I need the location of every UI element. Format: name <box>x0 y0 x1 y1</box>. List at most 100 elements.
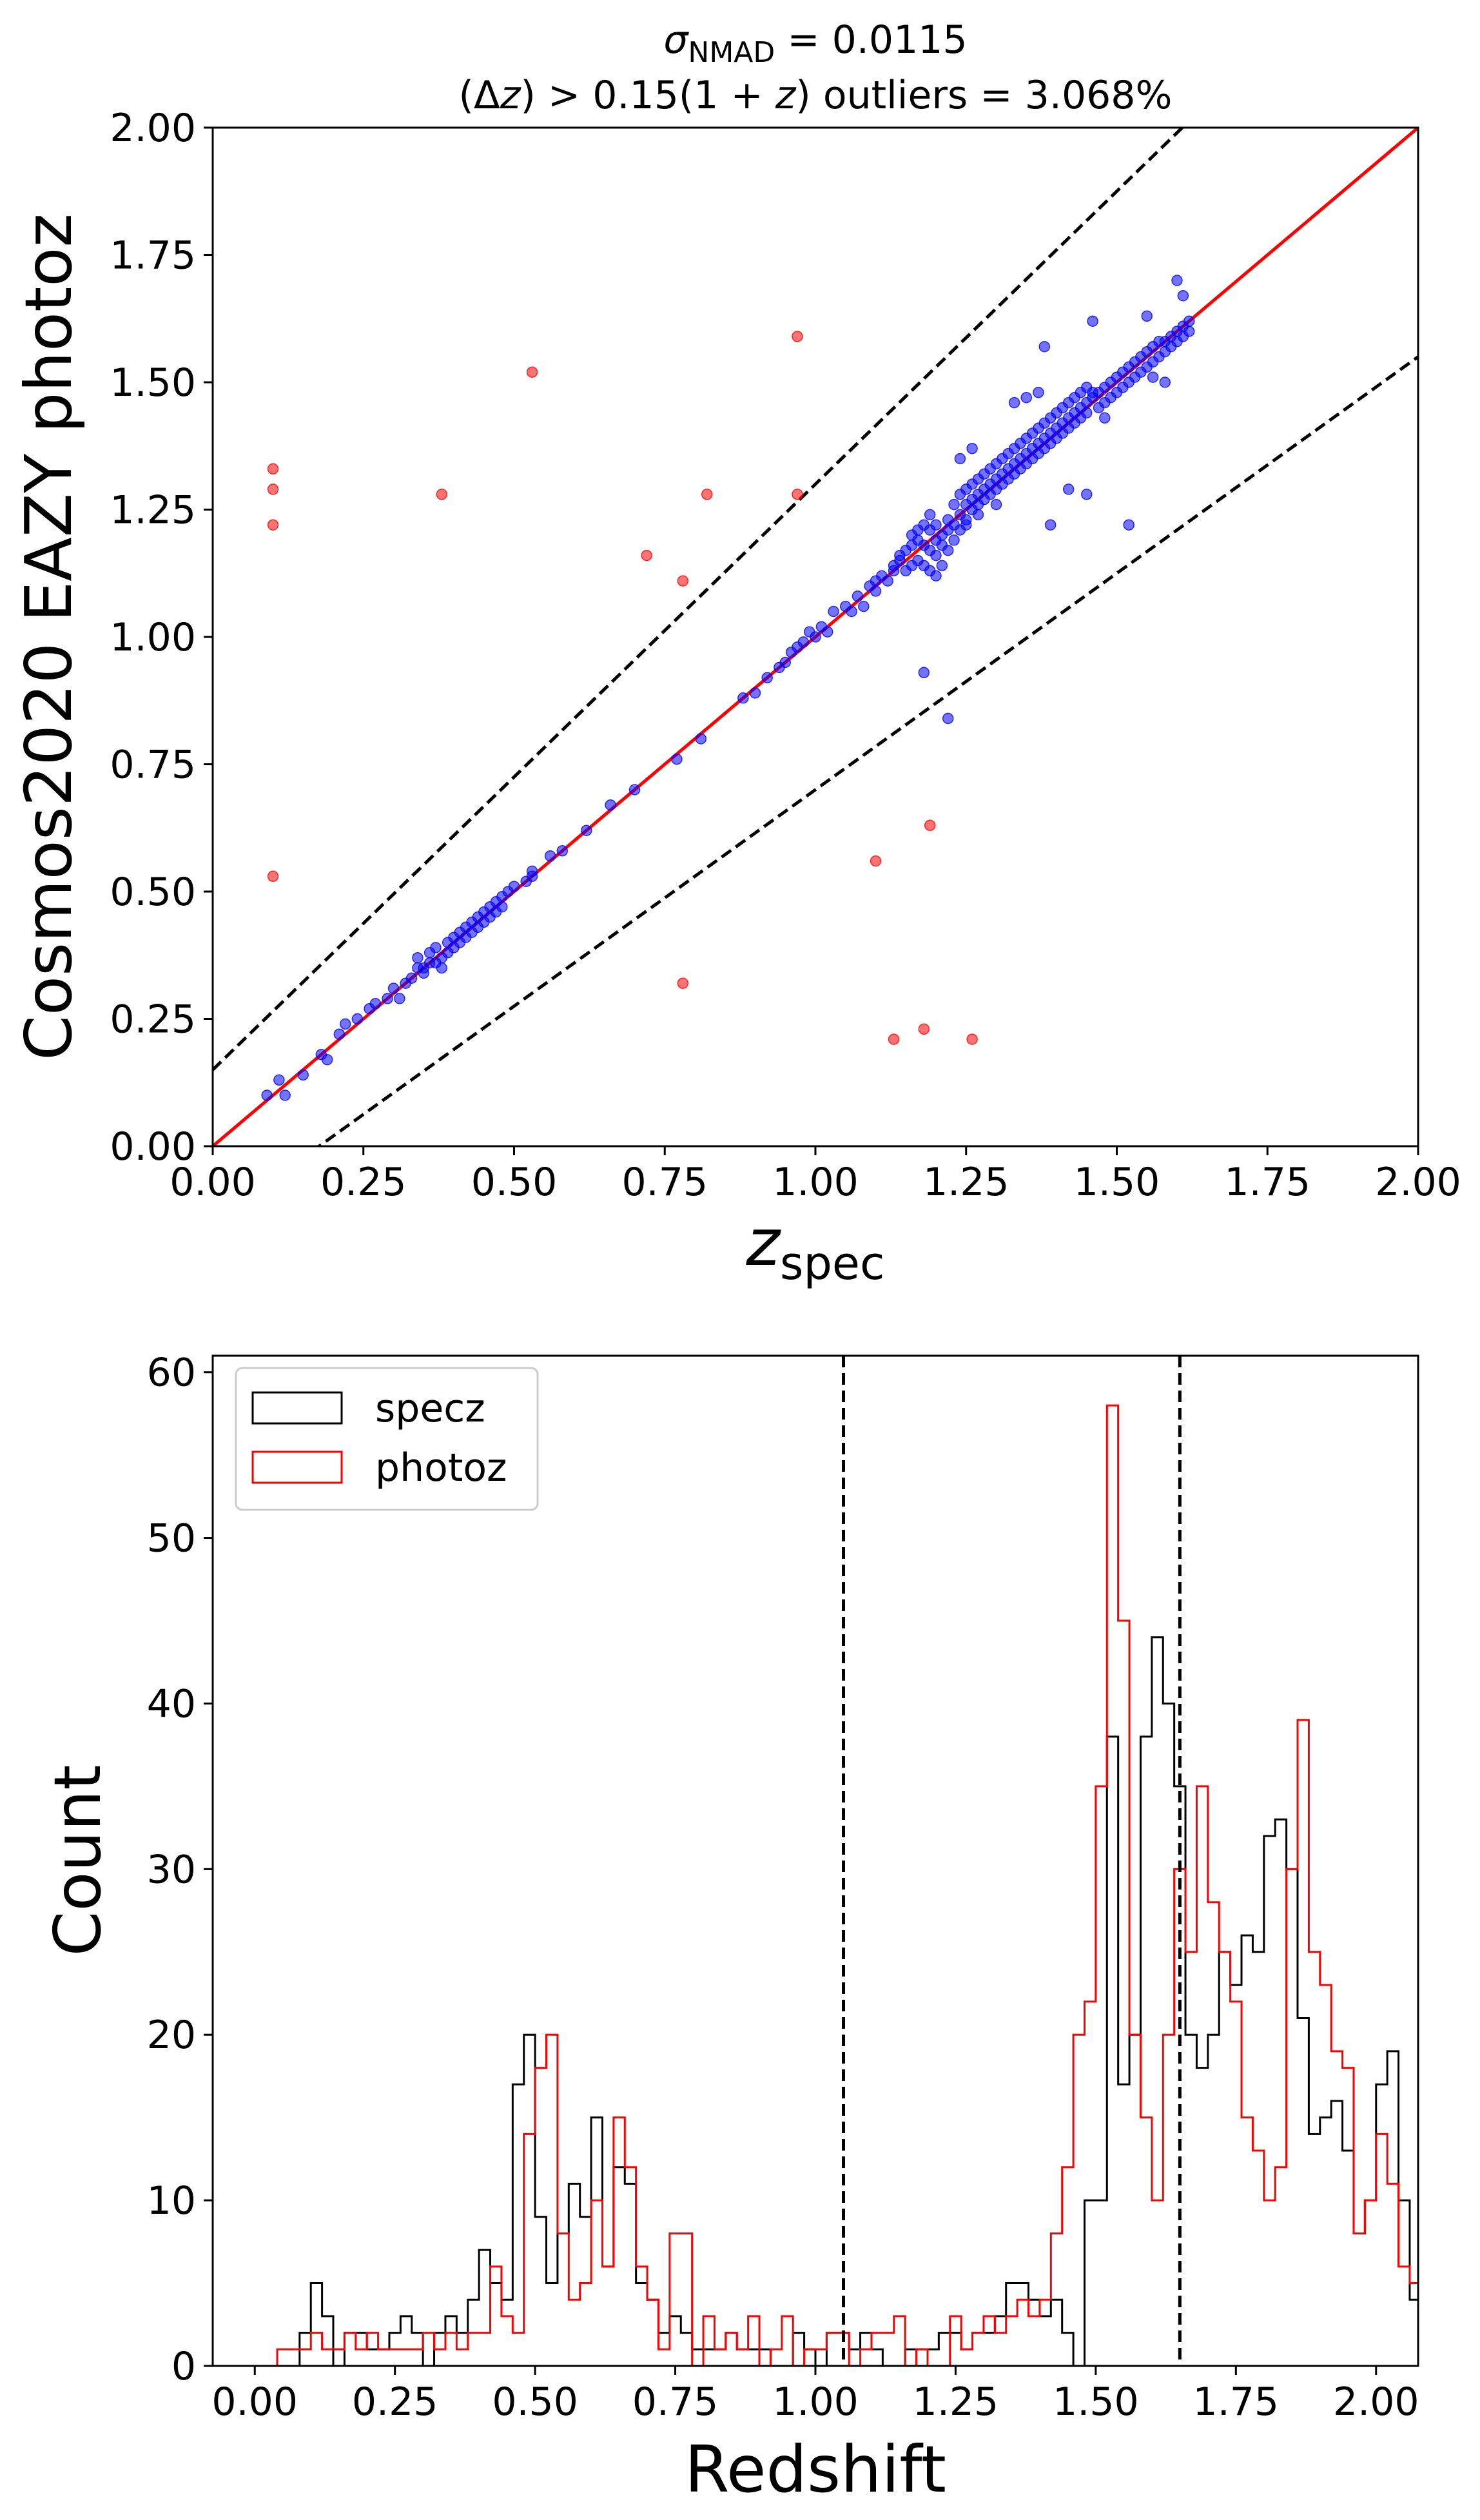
x-tick-label: 0.25 <box>352 2379 438 2425</box>
histogram-legend: specz photoz <box>235 1367 539 1511</box>
scatter-subtitle: (Δz) > 0.15(1 + z) outliers = 3.068% <box>459 73 1173 118</box>
scatter-point <box>436 962 448 974</box>
scatter-panel: σNMAD = 0.0115 (Δz) > 0.15(1 + z) outlie… <box>11 17 1461 1290</box>
scatter-point <box>1033 387 1044 398</box>
y-tick-label: 0.25 <box>110 997 196 1042</box>
scatter-point <box>526 870 538 883</box>
scatter-point <box>418 967 429 979</box>
x-tick-label: 0.50 <box>471 1160 558 1205</box>
x-tick-label: 0.00 <box>211 2379 298 2425</box>
scatter-point <box>948 498 960 511</box>
y-tick-label: 0 <box>171 2344 196 2389</box>
outlier-point <box>924 819 936 832</box>
x-tick-label: 2.00 <box>1333 2379 1419 2425</box>
outlier-point <box>792 331 803 342</box>
scatter-point <box>279 1089 291 1101</box>
histogram-y-ticks: 0 10 20 30 40 50 60 <box>147 1351 213 2389</box>
scatter-point <box>1044 519 1056 531</box>
scatter-x-label: zspec <box>746 1205 885 1290</box>
scatter-point <box>1087 315 1098 327</box>
scatter-point <box>508 881 520 892</box>
scatter-point <box>797 636 810 648</box>
scatter-point <box>297 1069 309 1081</box>
outlier-point <box>267 519 279 531</box>
x-tick-label: 1.75 <box>1193 2379 1280 2425</box>
outlier-point <box>526 366 538 378</box>
scatter-points <box>261 275 1195 1101</box>
scatter-point <box>369 998 382 1010</box>
scatter-point <box>1081 407 1093 419</box>
outlier-point <box>677 977 689 989</box>
scatter-point <box>930 570 942 581</box>
scatter-point <box>333 1028 346 1040</box>
scatter-point <box>1008 396 1020 409</box>
histogram-y-label: Count <box>40 1765 115 1957</box>
scatter-point <box>749 687 761 699</box>
outlier-point <box>701 489 713 500</box>
scatter-point <box>1141 310 1153 322</box>
scatter-point <box>394 993 405 1004</box>
scatter-point <box>351 1013 364 1025</box>
scatter-title: σNMAD = 0.0115 <box>663 17 967 69</box>
scatter-point <box>918 667 930 679</box>
scatter-point <box>412 952 424 964</box>
scatter-x-ticks: 0.00 0.25 0.50 0.75 1.00 1.25 1.50 1.75 2.00 <box>170 1146 1461 1205</box>
histogram-range-lines <box>841 1356 1182 2366</box>
scatter-point <box>942 712 954 725</box>
x-tick-label: 1.00 <box>772 2379 859 2425</box>
y-tick-label: 10 <box>147 2178 196 2223</box>
y-tick-label: 60 <box>147 1351 196 1396</box>
scatter-point <box>1081 489 1093 500</box>
scatter-point <box>936 560 948 572</box>
legend-label-specz: specz <box>375 1386 485 1431</box>
histogram-series-specz <box>255 1636 1418 2366</box>
histogram-series-photoz <box>255 1404 1418 2366</box>
scatter-point <box>405 972 418 984</box>
scatter-point <box>852 591 864 602</box>
x-tick-label: 1.75 <box>1224 1160 1310 1205</box>
scatter-point <box>1020 391 1032 404</box>
x-tick-label: 0.75 <box>632 2379 719 2425</box>
outlier-point <box>918 1023 930 1035</box>
scatter-point <box>628 784 641 796</box>
scatter-point <box>779 656 791 669</box>
scatter-point <box>1159 376 1171 388</box>
scatter-point <box>273 1074 285 1086</box>
scatter-point <box>930 549 942 562</box>
scatter-point <box>972 509 984 521</box>
reference-line-1 <box>213 128 1185 1071</box>
legend-box <box>235 1367 539 1511</box>
scatter-title-symbol: σ <box>663 17 689 63</box>
scatter-point <box>1183 326 1195 337</box>
histogram-x-label: Redshift <box>685 2432 946 2507</box>
y-tick-label: 20 <box>147 2013 196 2058</box>
scatter-point <box>870 585 882 597</box>
scatter-y-ticks: 0.00 0.25 0.50 0.75 1.00 1.25 1.50 1.75 2.00 <box>110 106 213 1169</box>
histogram-steps <box>255 1404 1418 2366</box>
scatter-point <box>339 1018 351 1030</box>
x-tick-label: 1.50 <box>1074 1160 1160 1205</box>
scatter-reference-lines <box>213 128 1418 1146</box>
scatter-point <box>954 453 966 465</box>
scatter-point <box>580 825 592 836</box>
scatter-point <box>882 575 893 587</box>
reference-line-2 <box>316 355 1418 1146</box>
y-tick-label: 40 <box>147 1681 196 1726</box>
scatter-point <box>858 600 870 612</box>
histogram-panel: 0.00 0.25 0.50 0.75 1.00 1.25 1.50 1.75 2.00 0 10… <box>40 1351 1419 2507</box>
x-tick-label: 1.50 <box>1053 2379 1139 2425</box>
outlier-point <box>641 549 652 562</box>
scatter-point <box>1099 412 1111 424</box>
scatter-point <box>321 1053 333 1066</box>
outlier-point <box>677 575 689 587</box>
scatter-point <box>695 733 707 745</box>
legend-swatch-photoz <box>251 1450 343 1484</box>
scatter-title-value: = 0.0115 <box>775 17 967 63</box>
scatter-point <box>894 554 906 567</box>
y-tick-label: 1.75 <box>110 233 196 278</box>
x-tick-label: 1.25 <box>923 1160 1009 1205</box>
scatter-point <box>430 942 442 953</box>
scatter-point <box>924 509 936 521</box>
y-tick-label: 30 <box>147 1847 196 1892</box>
